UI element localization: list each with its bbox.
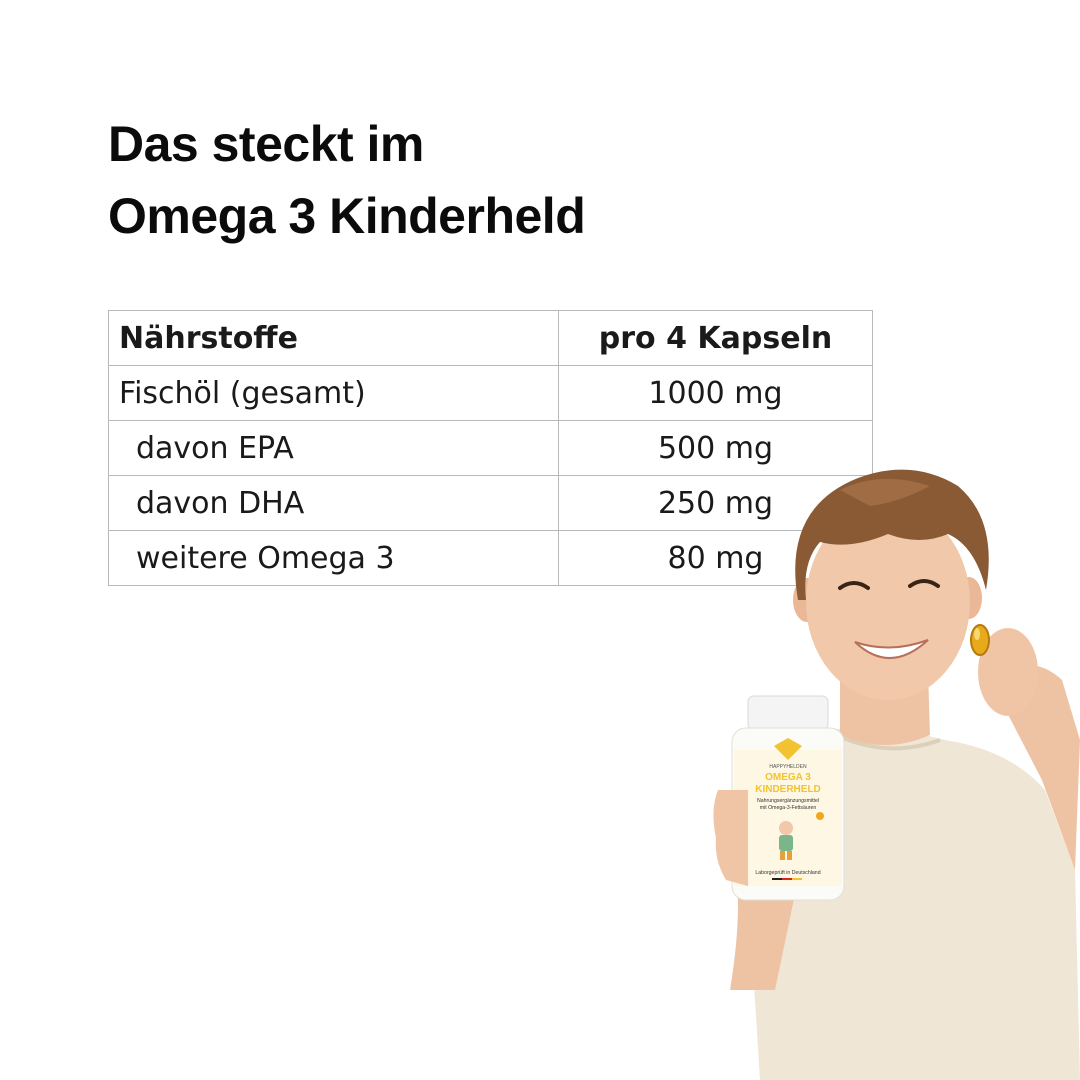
capsule (970, 624, 990, 656)
face (806, 504, 970, 700)
header-per-4-capsules: pro 4 Kapseln (558, 310, 873, 366)
bottle-name-1: OMEGA 3 (765, 772, 811, 783)
headline-line-1: Das steckt im (108, 116, 424, 172)
table-header-row: Nährstoffe pro 4 Kapseln (108, 310, 873, 366)
bottle-footer: Laborgeprüft in Deutschland (755, 870, 820, 876)
row-name: Fischöl (gesamt) (108, 365, 559, 421)
product-bottle: HAPPYHELDEN OMEGA 3 KINDERHELD Nahrungse… (731, 695, 845, 901)
row-name: weitere Omega 3 (108, 530, 559, 586)
child-with-product-photo: HAPPYHELDEN OMEGA 3 KINDERHELD Nahrungse… (713, 469, 1080, 1080)
bottle-brand: HAPPYHELDEN (769, 764, 807, 770)
table-row: Fischöl (gesamt) 1000 mg (108, 365, 873, 421)
row-amount: 1000 mg (558, 365, 873, 421)
bottle-desc-2: mit Omega-3-Fettsäuren (760, 805, 817, 811)
row-name: davon EPA (108, 420, 559, 476)
row-name: davon DHA (108, 475, 559, 531)
row-amount: 500 mg (558, 420, 873, 476)
headline-line-2: Omega 3 Kinderheld (108, 188, 586, 244)
bottle-name-2: KINDERHELD (755, 784, 821, 795)
hair (795, 469, 989, 600)
headline: Das steckt im Omega 3 Kinderheld (108, 108, 586, 252)
bottle-desc-1: Nahrungsergänzungsmittel (757, 798, 819, 804)
header-nutrients: Nährstoffe (108, 310, 559, 366)
